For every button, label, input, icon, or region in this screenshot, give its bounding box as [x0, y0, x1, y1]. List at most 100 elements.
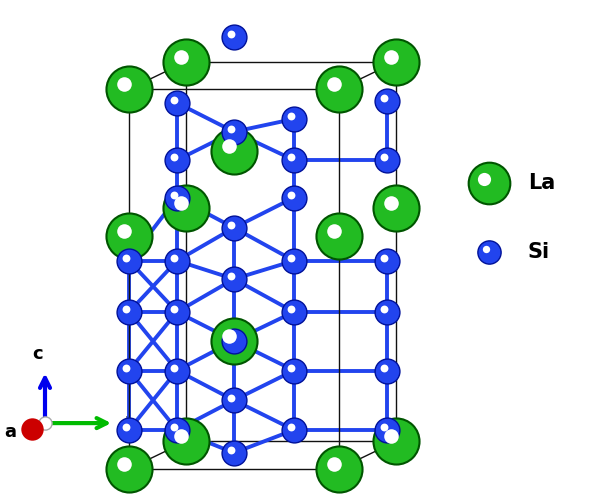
Point	[119, 227, 128, 235]
Point	[329, 81, 338, 88]
Point	[172, 426, 182, 434]
Point	[124, 232, 134, 240]
Point	[286, 154, 296, 162]
Point	[286, 191, 296, 199]
Point	[379, 94, 389, 102]
Point	[226, 30, 236, 38]
Point	[334, 85, 344, 93]
Point	[226, 125, 236, 133]
Point	[386, 199, 395, 207]
Point	[479, 174, 489, 182]
Point	[181, 438, 191, 446]
Point	[226, 334, 236, 342]
Point	[329, 227, 338, 235]
Point	[229, 337, 239, 345]
Point	[386, 433, 395, 441]
Point	[386, 53, 395, 61]
Point	[289, 257, 299, 265]
Point	[286, 423, 296, 431]
Point	[334, 465, 344, 473]
Point	[289, 367, 299, 374]
Point	[119, 81, 128, 88]
Point	[124, 85, 134, 93]
Point	[169, 154, 179, 162]
Text: b: b	[124, 416, 137, 434]
Point	[379, 364, 389, 372]
Point	[229, 224, 239, 232]
Point	[229, 33, 239, 41]
Point	[286, 254, 296, 262]
Point	[169, 96, 179, 104]
Point	[124, 257, 134, 265]
Point	[169, 254, 179, 262]
Point	[229, 128, 239, 136]
Point	[119, 460, 128, 468]
Point	[121, 254, 131, 262]
Point	[484, 179, 494, 187]
Point	[172, 257, 182, 265]
Point	[124, 426, 134, 434]
Point	[176, 53, 185, 61]
Point	[329, 460, 338, 468]
Point	[121, 305, 131, 313]
Point	[124, 308, 134, 316]
Point	[27, 425, 37, 433]
Point	[382, 257, 392, 265]
Point	[289, 426, 299, 434]
Point	[169, 423, 179, 431]
Point	[124, 465, 134, 473]
Point	[169, 364, 179, 372]
Point	[181, 58, 191, 66]
Point	[382, 426, 392, 434]
Point	[391, 204, 401, 212]
Point	[289, 308, 299, 316]
Point	[124, 367, 134, 374]
Point	[391, 438, 401, 446]
Point	[229, 449, 239, 457]
Point	[229, 396, 239, 404]
Point	[172, 99, 182, 107]
Point	[121, 364, 131, 372]
Point	[172, 308, 182, 316]
Point	[289, 115, 299, 123]
Point	[121, 423, 131, 431]
Point	[40, 419, 50, 427]
Point	[391, 58, 401, 66]
Point	[226, 221, 236, 229]
Point	[229, 275, 239, 283]
Point	[481, 245, 491, 253]
Point	[484, 247, 494, 255]
Text: La: La	[528, 173, 555, 193]
Point	[286, 364, 296, 372]
Text: a: a	[4, 423, 16, 441]
Point	[289, 156, 299, 164]
Point	[226, 394, 236, 402]
Point	[172, 194, 182, 202]
Point	[379, 423, 389, 431]
Point	[334, 232, 344, 240]
Text: Si: Si	[528, 242, 550, 262]
Point	[379, 254, 389, 262]
Point	[382, 308, 392, 316]
Point	[224, 332, 233, 340]
Point	[286, 112, 296, 120]
Text: c: c	[32, 345, 43, 363]
Point	[226, 272, 236, 280]
Point	[289, 194, 299, 202]
Point	[229, 337, 239, 345]
Point	[176, 199, 185, 207]
Point	[382, 97, 392, 105]
Point	[286, 305, 296, 313]
Point	[379, 154, 389, 162]
Point	[169, 305, 179, 313]
Point	[181, 204, 191, 212]
Point	[169, 191, 179, 199]
Point	[229, 147, 239, 155]
Point	[224, 142, 233, 150]
Point	[382, 156, 392, 164]
Point	[382, 367, 392, 374]
Point	[172, 367, 182, 374]
Point	[379, 305, 389, 313]
Point	[226, 446, 236, 454]
Point	[172, 156, 182, 164]
